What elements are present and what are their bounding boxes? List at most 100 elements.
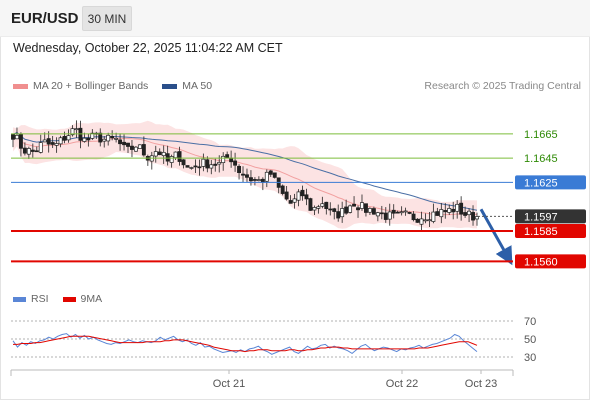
candle-body	[455, 203, 460, 212]
candle	[367, 207, 372, 216]
candle-body	[439, 209, 444, 218]
candle-body	[292, 198, 297, 203]
candle	[459, 196, 464, 221]
rsi-ma-line	[13, 335, 478, 353]
support-tag	[515, 254, 586, 269]
candle	[74, 120, 79, 138]
candle	[66, 129, 71, 143]
candle-body	[213, 163, 218, 166]
candle	[284, 185, 289, 201]
rsi-legend: RSI 9MA	[13, 293, 116, 305]
candle-body	[229, 157, 234, 163]
candle-body	[11, 134, 15, 140]
legend-ma50: MA 50	[162, 80, 212, 92]
legend-9ma-swatch	[62, 296, 76, 302]
candle-body	[332, 208, 337, 212]
candle	[312, 205, 317, 215]
candle	[332, 207, 337, 220]
candle	[106, 132, 111, 146]
candle	[316, 204, 321, 214]
candle-body	[367, 208, 372, 213]
candle-body	[181, 159, 186, 166]
price-legend: MA 20 + Bollinger Bands MA 50	[13, 80, 226, 92]
candle	[110, 130, 115, 141]
candle	[304, 188, 309, 206]
candle-body	[114, 138, 119, 140]
candle-body	[324, 201, 329, 209]
candle	[54, 137, 59, 153]
candle	[292, 193, 297, 209]
candle	[82, 132, 87, 143]
candle-body	[201, 158, 206, 167]
candle	[177, 146, 182, 166]
candle	[145, 154, 150, 166]
candle	[435, 207, 440, 216]
candle-body	[245, 174, 249, 178]
candle-body	[312, 207, 317, 211]
candle-body	[86, 137, 91, 141]
candle-body	[320, 203, 325, 207]
candle	[439, 203, 444, 224]
candle	[308, 197, 313, 211]
candle-body	[173, 151, 178, 159]
candle-body	[130, 145, 134, 150]
candle-body	[352, 203, 357, 207]
candle-body	[90, 132, 95, 139]
candle	[431, 203, 436, 224]
candle	[153, 145, 158, 163]
candle-body	[126, 142, 130, 147]
candle-body	[471, 212, 475, 221]
candle-body	[193, 165, 198, 168]
candle	[475, 212, 479, 226]
candle	[471, 205, 475, 226]
candle-body	[122, 141, 126, 146]
candle	[157, 148, 162, 156]
candle	[415, 218, 420, 223]
candle	[205, 156, 210, 173]
candle	[137, 144, 142, 149]
candle	[387, 203, 392, 226]
candle	[360, 194, 364, 211]
candle	[102, 136, 107, 148]
candle	[70, 125, 75, 137]
candle-body	[165, 153, 170, 162]
candle	[463, 206, 468, 218]
candle-body	[475, 216, 479, 220]
candle	[130, 139, 134, 158]
candle-body	[415, 218, 420, 223]
candle-body	[379, 212, 384, 215]
candle-body	[467, 210, 472, 216]
candle-body	[106, 134, 111, 142]
candle	[344, 199, 349, 215]
candle-body	[252, 179, 257, 181]
candle	[252, 177, 257, 186]
legend-ma20-label: MA 20 + Bollinger Bands	[33, 80, 149, 92]
legend-ma20-swatch	[13, 83, 28, 89]
candle	[225, 151, 230, 159]
legend-rsi: RSI	[13, 293, 49, 305]
candle-body	[205, 159, 210, 169]
candle-body	[54, 143, 59, 146]
candle	[280, 184, 285, 196]
candle-body	[447, 208, 452, 213]
candle-body	[419, 218, 424, 225]
candle-body	[74, 128, 79, 131]
candle	[336, 204, 341, 222]
candle-body	[18, 133, 23, 149]
candle-body	[118, 139, 123, 145]
candle	[324, 201, 329, 215]
candle-body	[22, 147, 27, 154]
candle-body	[403, 210, 408, 213]
candle	[237, 164, 242, 180]
candle-body	[407, 211, 412, 214]
candle-body	[399, 211, 404, 214]
candle	[22, 142, 27, 156]
timeframe-button[interactable]: 30 MIN	[82, 6, 132, 31]
candle-body	[98, 132, 103, 143]
candle-body	[225, 154, 230, 158]
legend-rsi-label: RSI	[31, 293, 49, 305]
ma20-line	[12, 136, 478, 216]
candle-body	[383, 212, 388, 220]
candle-body	[348, 205, 353, 213]
